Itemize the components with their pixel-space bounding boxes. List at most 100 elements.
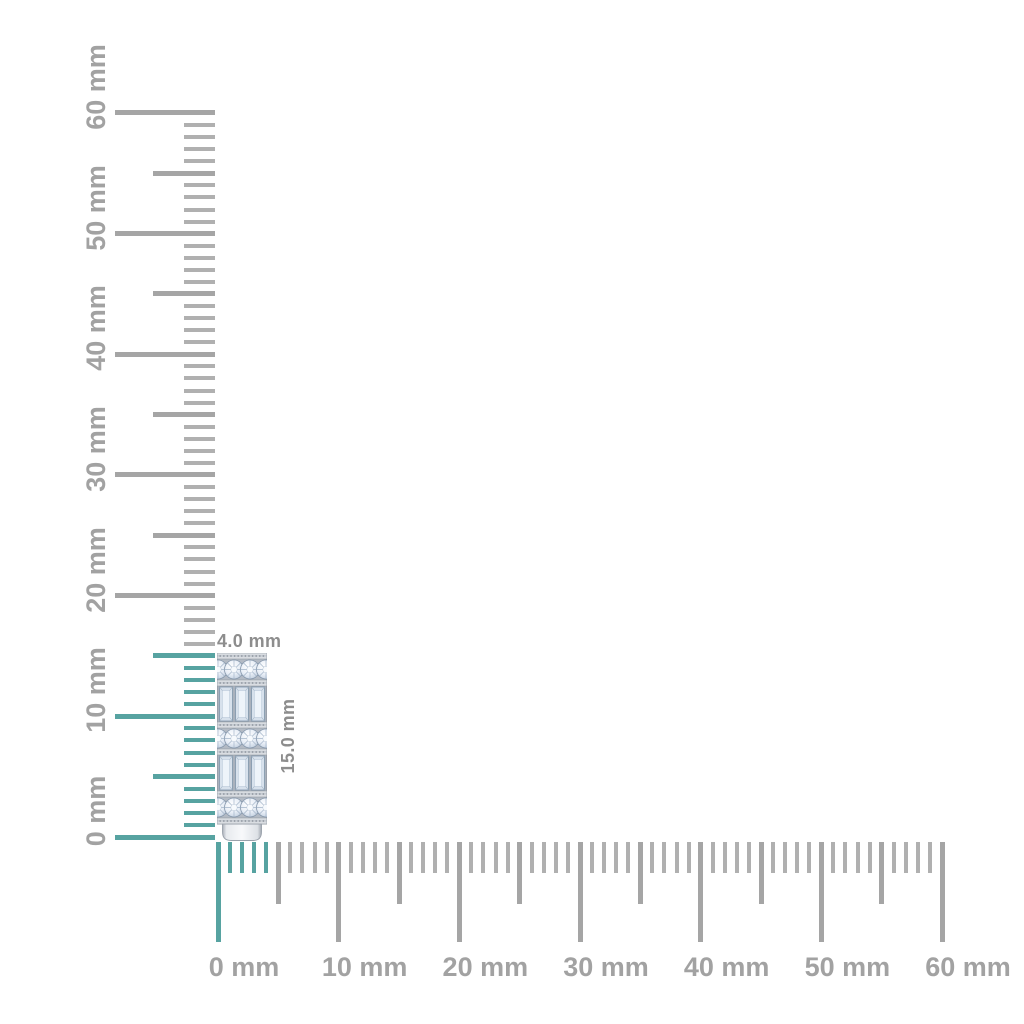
horizontal-ruler-tick: [771, 842, 776, 873]
vertical-ruler-tick: [184, 822, 215, 827]
vertical-ruler-label: 40 mm: [81, 285, 111, 372]
vertical-ruler-tick: [184, 267, 215, 272]
horizontal-ruler-tick: [637, 842, 643, 904]
horizontal-ruler-tick: [409, 842, 414, 873]
horizontal-ruler-tick: [275, 842, 281, 904]
vertical-ruler-tick: [184, 460, 215, 465]
vertical-ruler-tick: [184, 581, 215, 586]
vertical-ruler-tick: [184, 436, 215, 441]
vertical-ruler-tick: [115, 351, 215, 357]
horizontal-ruler-tick: [252, 842, 257, 873]
width-dimension-label: 4.0 mm: [217, 631, 282, 651]
vertical-ruler-tick: [184, 328, 215, 333]
horizontal-ruler-label: 10 mm: [321, 952, 408, 982]
vertical-ruler-tick: [184, 448, 215, 453]
vertical-ruler-tick: [184, 690, 215, 695]
horizontal-ruler-tick: [565, 842, 570, 873]
vertical-ruler-tick: [184, 316, 215, 321]
horizontal-ruler-tick: [746, 842, 751, 873]
horizontal-ruler-tick: [614, 842, 619, 873]
vertical-ruler-tick: [184, 304, 215, 309]
horizontal-ruler-label: 40 mm: [683, 952, 770, 982]
vertical-ruler-tick: [184, 279, 215, 284]
vertical-ruler-tick: [184, 388, 215, 393]
horizontal-ruler-tick: [915, 842, 920, 873]
vertical-ruler-tick: [184, 255, 215, 260]
horizontal-ruler-tick: [481, 842, 486, 873]
vertical-ruler-tick: [115, 110, 215, 116]
horizontal-ruler-tick: [818, 842, 824, 942]
vertical-ruler-tick: [184, 629, 215, 634]
vertical-ruler-tick: [184, 376, 215, 381]
horizontal-ruler-tick: [264, 842, 269, 873]
horizontal-ruler-tick: [336, 842, 342, 942]
vertical-ruler-tick: [115, 472, 215, 478]
horizontal-ruler-tick: [722, 842, 727, 873]
vertical-ruler-tick: [153, 532, 215, 538]
vertical-ruler-tick: [184, 810, 215, 815]
horizontal-ruler-tick: [324, 842, 329, 873]
vertical-ruler-label: 20 mm: [81, 526, 111, 613]
vertical-ruler-tick: [184, 424, 215, 429]
vertical-ruler-tick: [184, 135, 215, 140]
vertical-ruler-tick: [184, 521, 215, 526]
horizontal-ruler-tick: [903, 842, 908, 873]
vertical-ruler-label: 30 mm: [81, 406, 111, 492]
vertical-ruler-label: 60 mm: [81, 44, 111, 130]
horizontal-ruler-tick: [698, 842, 704, 942]
height-dimension-label: 15.0 mm: [278, 698, 298, 774]
horizontal-ruler-tick: [445, 842, 450, 873]
horizontal-ruler-tick: [662, 842, 667, 873]
vertical-ruler-tick: [184, 183, 215, 188]
horizontal-ruler-label: 50 mm: [804, 952, 891, 982]
vertical-ruler-tick: [184, 485, 215, 490]
vertical-ruler-tick: [184, 641, 215, 646]
vertical-ruler-tick: [184, 509, 215, 514]
horizontal-ruler-label: 0 mm: [208, 952, 280, 982]
vertical-ruler-tick: [115, 834, 215, 840]
vertical-ruler-tick: [184, 702, 215, 707]
horizontal-ruler-tick: [674, 842, 679, 873]
horizontal-ruler-tick: [734, 842, 739, 873]
horizontal-ruler-tick: [215, 842, 221, 942]
vertical-ruler-tick: [184, 786, 215, 791]
vertical-ruler-tick: [153, 653, 215, 659]
vertical-ruler-tick: [184, 195, 215, 200]
horizontal-ruler-tick: [807, 842, 812, 873]
horizontal-ruler-tick: [372, 842, 377, 873]
vertical-ruler-tick: [184, 750, 215, 755]
vertical-ruler-label: 0 mm: [81, 775, 111, 847]
horizontal-ruler-tick: [939, 842, 945, 942]
horizontal-ruler-tick: [421, 842, 426, 873]
horizontal-ruler-tick: [710, 842, 715, 873]
vertical-ruler-tick: [184, 159, 215, 164]
horizontal-ruler-tick: [855, 842, 860, 873]
horizontal-ruler-tick: [433, 842, 438, 873]
vertical-ruler-tick: [184, 219, 215, 224]
horizontal-ruler-tick: [240, 842, 245, 873]
horizontal-ruler-tick: [384, 842, 389, 873]
horizontal-ruler-tick: [300, 842, 305, 873]
horizontal-ruler-label: 60 mm: [925, 952, 1011, 982]
vertical-ruler-tick: [184, 545, 215, 550]
horizontal-ruler-tick: [529, 842, 534, 873]
horizontal-ruler-tick: [626, 842, 631, 873]
horizontal-ruler-tick: [493, 842, 498, 873]
ring-shank: [222, 823, 262, 841]
vertical-ruler-tick: [115, 593, 215, 599]
horizontal-ruler-tick: [517, 842, 523, 904]
vertical-ruler-tick: [184, 617, 215, 622]
vertical-ruler-tick: [184, 666, 215, 671]
vertical-ruler-tick: [184, 364, 215, 369]
vertical-ruler-tick: [153, 412, 215, 418]
vertical-ruler-tick: [184, 738, 215, 743]
horizontal-ruler-tick: [348, 842, 353, 873]
horizontal-ruler-tick: [650, 842, 655, 873]
vertical-ruler-tick: [184, 243, 215, 248]
vertical-ruler-tick: [184, 497, 215, 502]
vertical-ruler-tick: [184, 605, 215, 610]
horizontal-ruler-tick: [228, 842, 233, 873]
horizontal-ruler-tick: [879, 842, 885, 904]
vertical-ruler-tick: [184, 569, 215, 574]
